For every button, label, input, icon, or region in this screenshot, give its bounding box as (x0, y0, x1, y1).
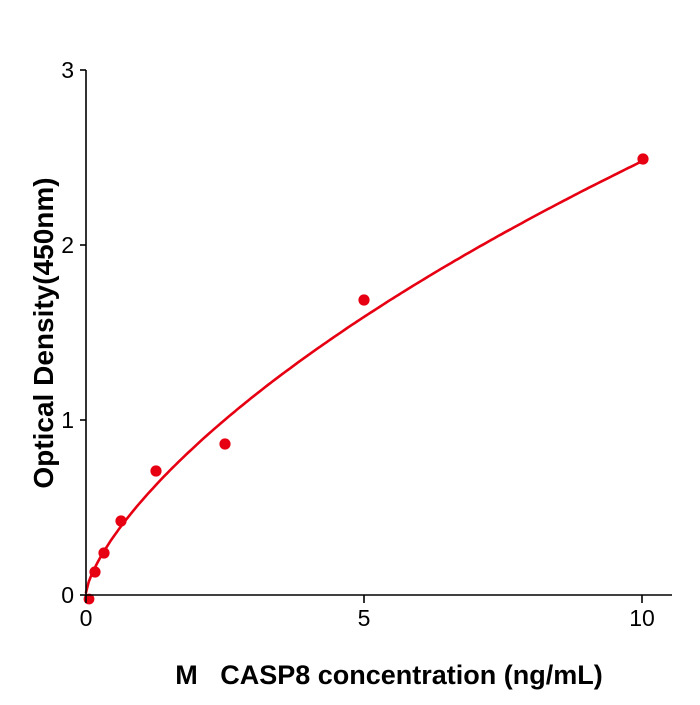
svg-text:1: 1 (61, 407, 74, 433)
svg-text:2: 2 (61, 232, 74, 258)
svg-text:0: 0 (80, 605, 93, 631)
svg-text:Optical Density(450nm): Optical Density(450nm) (28, 177, 59, 488)
svg-text:5: 5 (358, 605, 371, 631)
svg-text:10: 10 (629, 605, 655, 631)
svg-text:0: 0 (61, 582, 74, 608)
svg-text:3: 3 (61, 57, 74, 83)
svg-text:M CASP8 concentration (ng/mL: M CASP8 concentration (ng/mL) (175, 660, 603, 690)
